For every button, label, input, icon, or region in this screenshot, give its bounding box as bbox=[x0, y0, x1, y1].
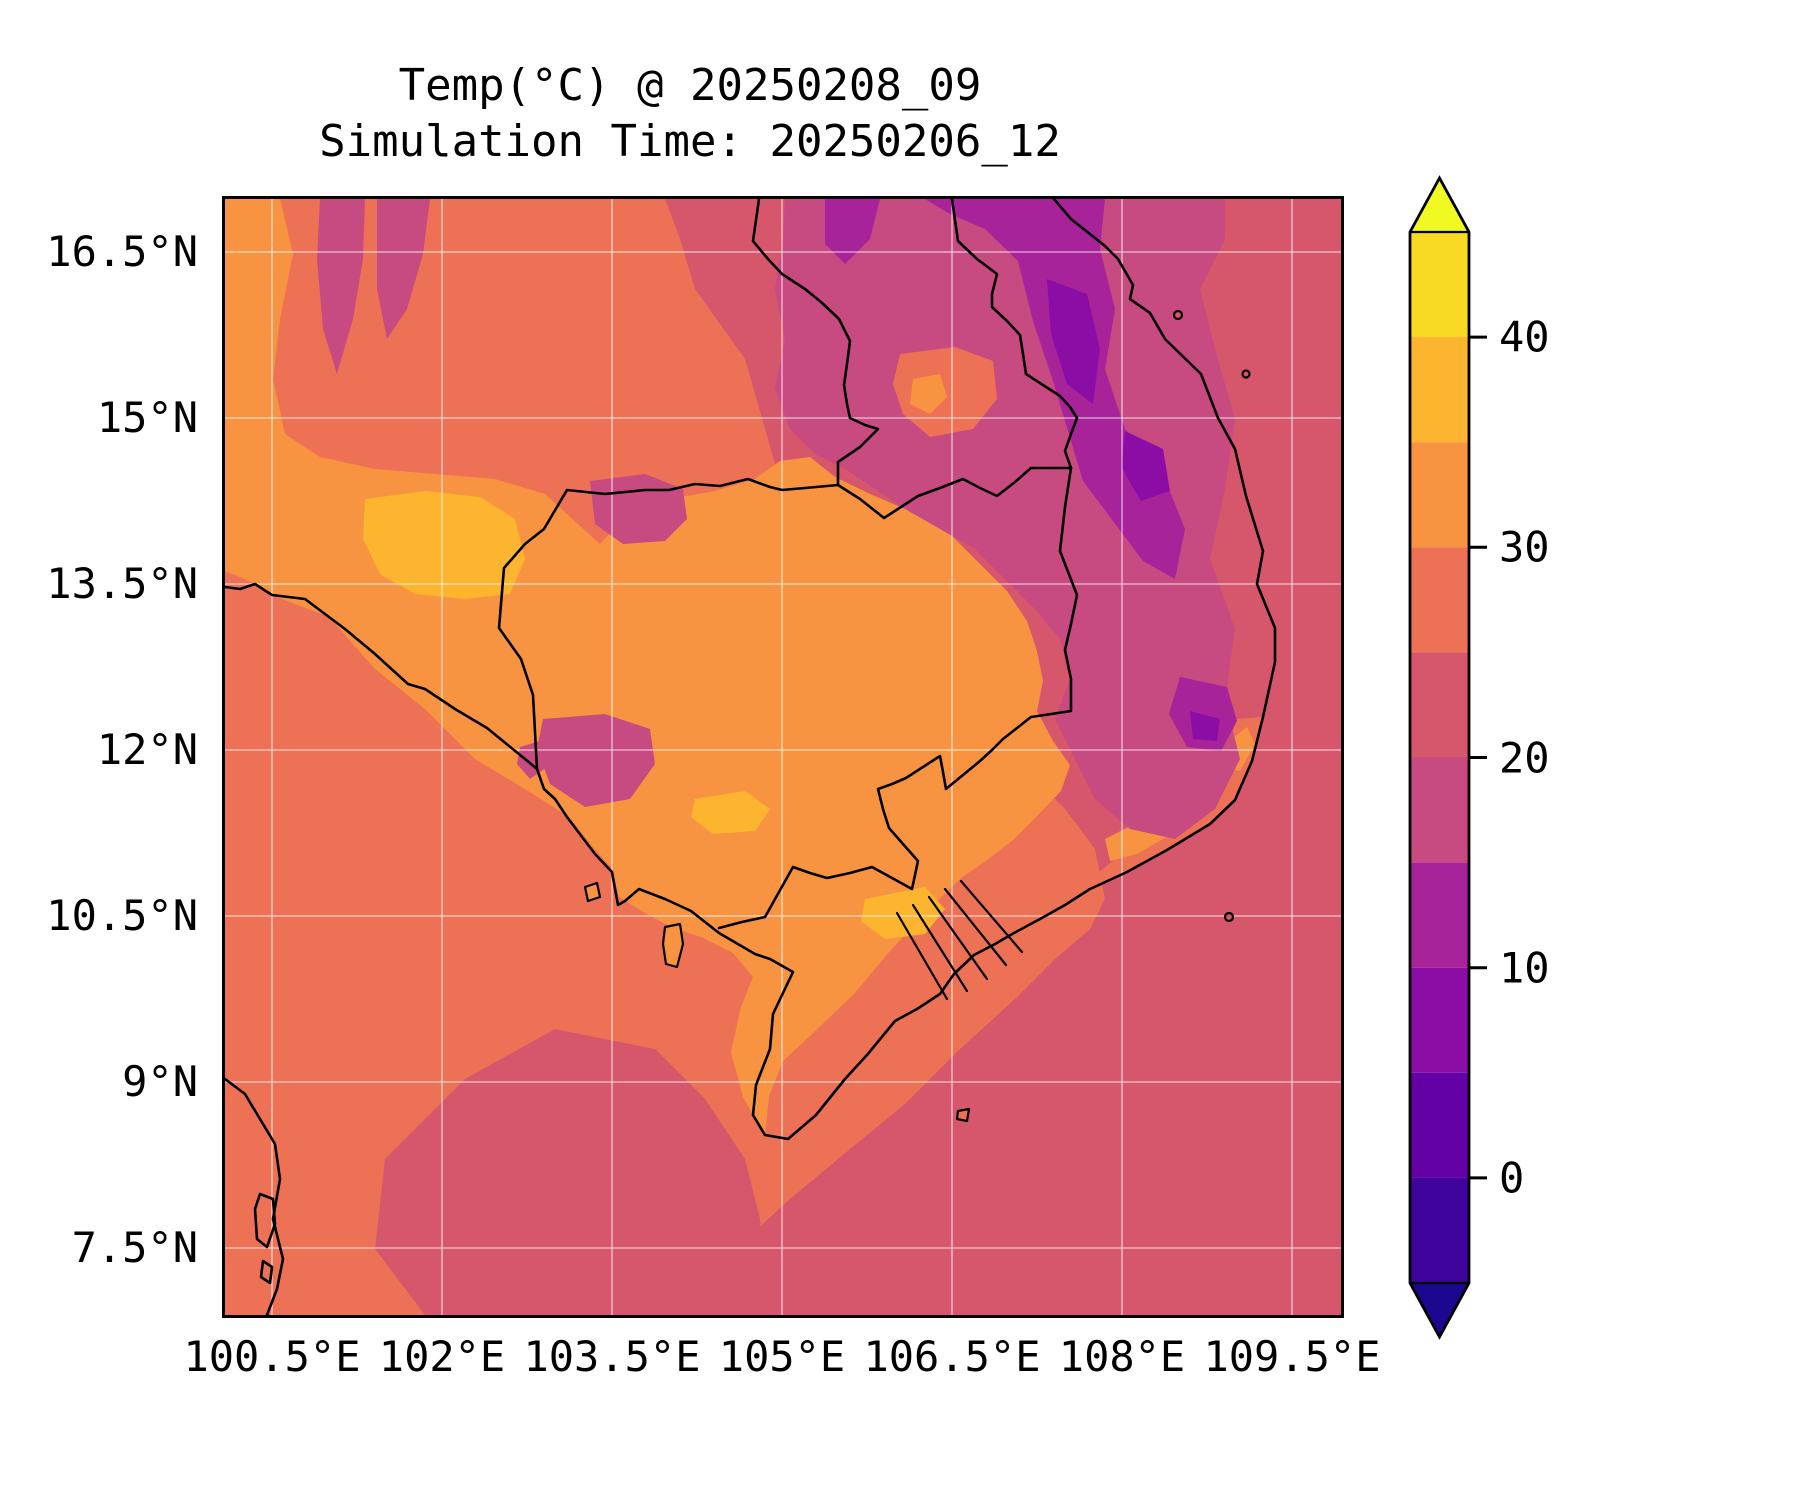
contour-map bbox=[225, 199, 1341, 1315]
border-laos-cambodia bbox=[836, 466, 1073, 520]
x-tick-label: 103.5°E bbox=[523, 1332, 701, 1381]
x-tick-label: 105°E bbox=[718, 1332, 846, 1381]
island-phu-quy bbox=[1223, 911, 1235, 923]
x-tick-label: 102°E bbox=[378, 1332, 506, 1381]
island-ly-son bbox=[1241, 369, 1251, 379]
contour-region-35-40c bbox=[861, 887, 945, 939]
title-block: Temp(°C) @ 20250208_09 Simulation Time: … bbox=[0, 58, 1380, 170]
contour-region-10-15c-annamite bbox=[925, 199, 1185, 579]
contour-region-5-10c bbox=[1047, 279, 1100, 404]
colorbar-tick-label: 0 bbox=[1499, 1154, 1524, 1203]
island-cham bbox=[1172, 309, 1184, 321]
border-thailand-cambodia bbox=[497, 477, 840, 771]
contour-region-15-20c bbox=[590, 474, 687, 544]
coastline-lake bbox=[259, 1259, 274, 1285]
island-phu-quoc bbox=[661, 922, 685, 969]
y-tick-label: 16.5°N bbox=[46, 227, 198, 276]
border-cambodia-vietnam bbox=[717, 466, 1079, 930]
coastline-peninsula bbox=[225, 1077, 285, 1315]
contour-region-35-40c bbox=[691, 791, 770, 834]
colorbar-segment-5-10 bbox=[1410, 967, 1469, 1073]
contour-region-15-20c-highlands bbox=[775, 199, 1240, 839]
x-tick-label: 100.5°E bbox=[183, 1332, 361, 1381]
contour-region-10-15c-dalat bbox=[1169, 677, 1237, 751]
x-tick-label: 108°E bbox=[1058, 1332, 1186, 1381]
colorbar-tick-label: 40 bbox=[1499, 313, 1550, 362]
colorbar-tick-label: 30 bbox=[1499, 523, 1550, 572]
plot-title: Temp(°C) @ 20250208_09 bbox=[398, 60, 982, 111]
graticule bbox=[225, 199, 1341, 1315]
colorbar-over-arrow bbox=[1410, 178, 1469, 232]
contour-region-15-20c bbox=[317, 199, 365, 374]
x-tick-label: 109.5°E bbox=[1203, 1332, 1381, 1381]
coastline-borders bbox=[225, 199, 1277, 1315]
border-thailand-laos bbox=[751, 199, 880, 487]
colorbar-segment-m5-0 bbox=[1410, 1177, 1469, 1283]
colorbar: 40 30 20 10 0 bbox=[1395, 170, 1635, 1360]
delta-channels bbox=[895, 879, 1024, 1001]
contour-region-15-20c-cardamom bbox=[537, 714, 655, 807]
colorbar-tick-label: 10 bbox=[1499, 944, 1550, 993]
y-tick-label: 10.5°N bbox=[46, 891, 198, 940]
contour-region-10-15c bbox=[825, 199, 880, 264]
contour-region-5-10c bbox=[1190, 711, 1220, 741]
colorbar-tick-labels: 40 30 20 10 0 bbox=[1499, 313, 1550, 1203]
colorbar-segment-0-5 bbox=[1410, 1072, 1469, 1178]
y-tick-label: 7.5°N bbox=[71, 1223, 198, 1272]
colorbar-segment-25-30 bbox=[1410, 547, 1469, 653]
border-laos-vietnam bbox=[950, 199, 1079, 470]
island-con-dao bbox=[955, 1107, 971, 1123]
colorbar-tick-marks bbox=[1469, 335, 1487, 1180]
plot-subtitle: Simulation Time: 20250206_12 bbox=[319, 116, 1061, 167]
map-panel bbox=[222, 196, 1344, 1318]
contour-region-30-35c-pocket bbox=[910, 374, 947, 414]
y-tick-label: 13.5°N bbox=[46, 559, 198, 608]
colorbar-svg: 40 30 20 10 0 bbox=[1408, 175, 1550, 1340]
colorbar-segment-15-20 bbox=[1410, 757, 1469, 863]
y-tick-label: 9°N bbox=[122, 1057, 198, 1106]
colorbar-segment-40-45 bbox=[1410, 232, 1469, 338]
colorbar-segment-30-35 bbox=[1410, 442, 1469, 548]
colorbar-segment-20-25 bbox=[1410, 652, 1469, 758]
coastline-lake bbox=[253, 1192, 277, 1249]
colorbar-tick-label: 20 bbox=[1499, 734, 1550, 783]
contour-region-15-20c bbox=[377, 199, 430, 339]
y-tick-label: 12°N bbox=[96, 725, 198, 774]
coastline bbox=[225, 199, 1277, 1141]
y-tick-label: 15°N bbox=[96, 393, 198, 442]
colorbar-under-arrow bbox=[1410, 1283, 1469, 1337]
contour-region-35-40c bbox=[363, 491, 525, 599]
contour-region-20-25c-gulf bbox=[375, 1029, 765, 1315]
contour-region-5-10c bbox=[1121, 431, 1170, 501]
colorbar-segment-10-15 bbox=[1410, 862, 1469, 968]
colorbar-segment-35-40 bbox=[1410, 337, 1469, 443]
island-koh-rong bbox=[583, 881, 602, 903]
islands bbox=[583, 309, 1251, 1123]
x-tick-label: 106.5°E bbox=[863, 1332, 1041, 1381]
contour-region-30-35c bbox=[225, 199, 1070, 1135]
